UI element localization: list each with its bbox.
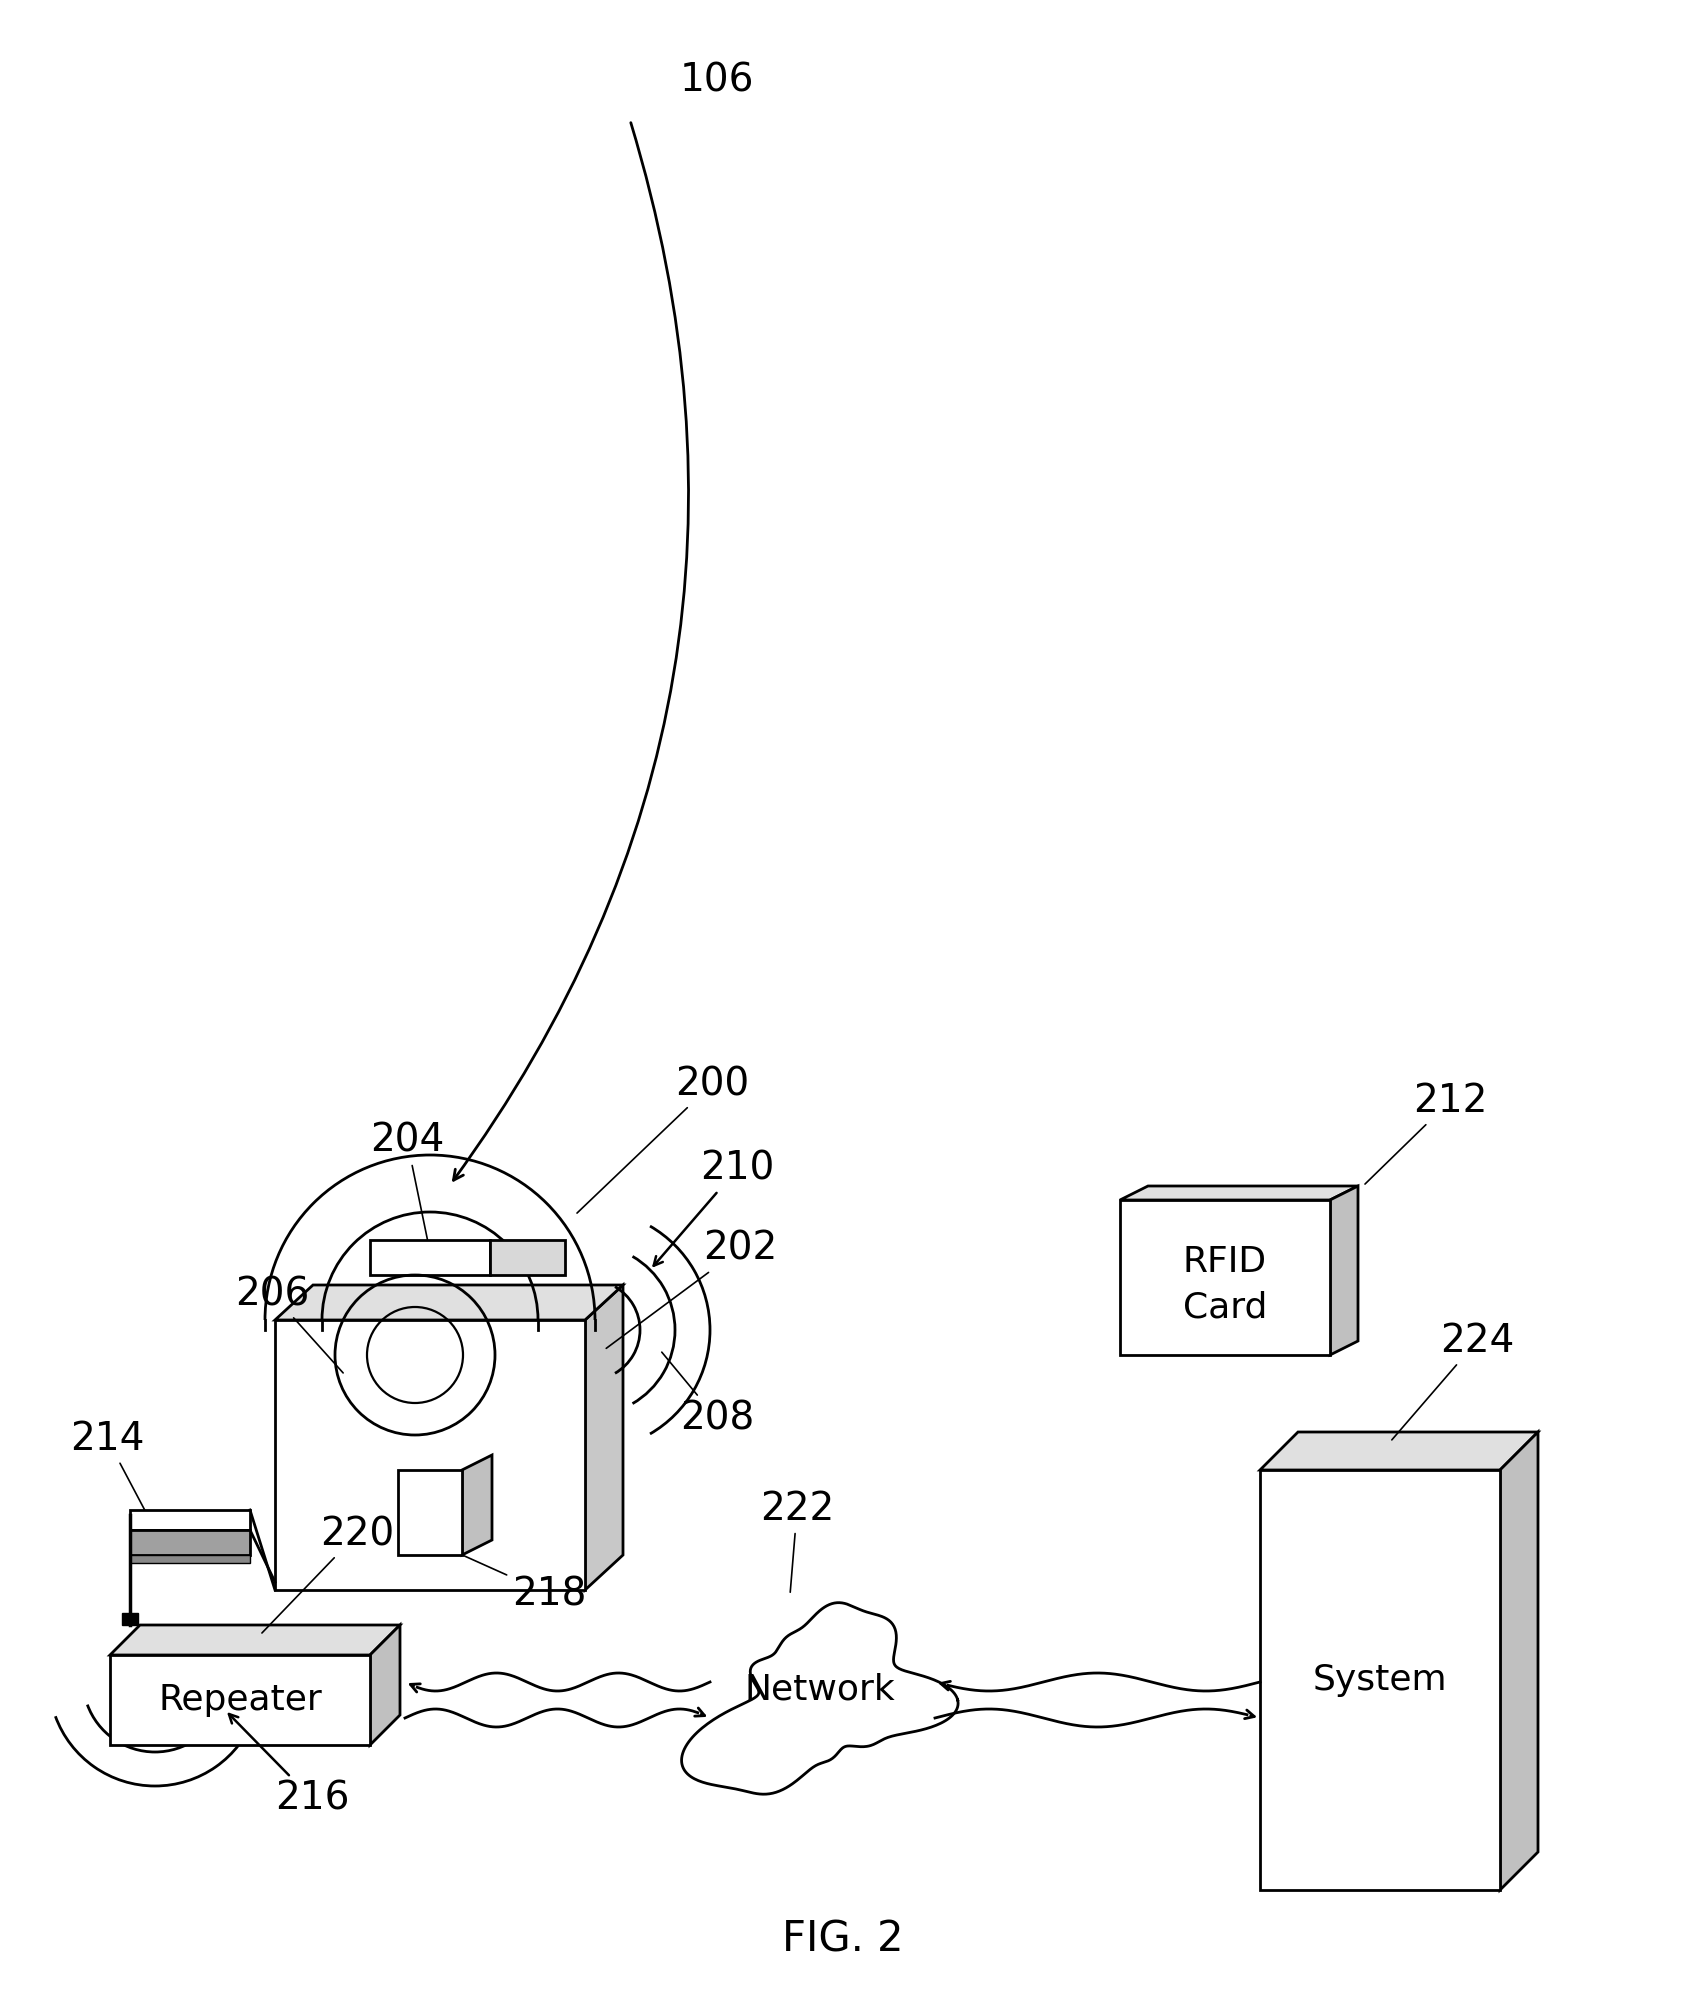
Polygon shape — [1120, 1185, 1357, 1199]
Text: 106: 106 — [679, 60, 755, 98]
Text: System: System — [1313, 1664, 1447, 1698]
Polygon shape — [1501, 1431, 1538, 1890]
Text: FIG. 2: FIG. 2 — [782, 1920, 904, 1962]
Text: Repeater: Repeater — [158, 1684, 322, 1718]
Text: 202: 202 — [607, 1229, 777, 1347]
Bar — [1259, 1469, 1501, 1890]
Bar — [121, 1614, 138, 1626]
Text: 206: 206 — [234, 1275, 344, 1373]
Text: Card: Card — [1184, 1289, 1268, 1323]
Polygon shape — [130, 1556, 250, 1564]
Polygon shape — [130, 1530, 250, 1556]
Bar — [275, 1319, 585, 1590]
Polygon shape — [462, 1455, 492, 1556]
Polygon shape — [275, 1285, 624, 1319]
Bar — [398, 1469, 462, 1556]
Bar — [491, 1239, 565, 1275]
Text: 212: 212 — [1366, 1081, 1487, 1183]
Text: 222: 222 — [760, 1489, 835, 1592]
Text: 214: 214 — [71, 1419, 148, 1518]
Polygon shape — [130, 1510, 250, 1530]
Text: RFID: RFID — [1184, 1245, 1268, 1279]
Text: 218: 218 — [442, 1546, 587, 1614]
Text: 224: 224 — [1393, 1321, 1514, 1439]
Text: 216: 216 — [229, 1714, 349, 1818]
Bar — [110, 1656, 369, 1746]
Text: Network: Network — [745, 1674, 895, 1708]
Polygon shape — [110, 1626, 400, 1656]
Text: 210: 210 — [654, 1149, 774, 1265]
Polygon shape — [1259, 1431, 1538, 1469]
Bar — [1120, 1199, 1330, 1355]
Text: 220: 220 — [261, 1516, 395, 1634]
Text: 208: 208 — [663, 1351, 754, 1437]
Polygon shape — [681, 1604, 958, 1794]
Polygon shape — [1330, 1185, 1357, 1355]
Text: 204: 204 — [369, 1121, 443, 1249]
Bar — [369, 1239, 491, 1275]
Text: 200: 200 — [577, 1065, 749, 1213]
Polygon shape — [369, 1626, 400, 1746]
Polygon shape — [585, 1285, 624, 1590]
